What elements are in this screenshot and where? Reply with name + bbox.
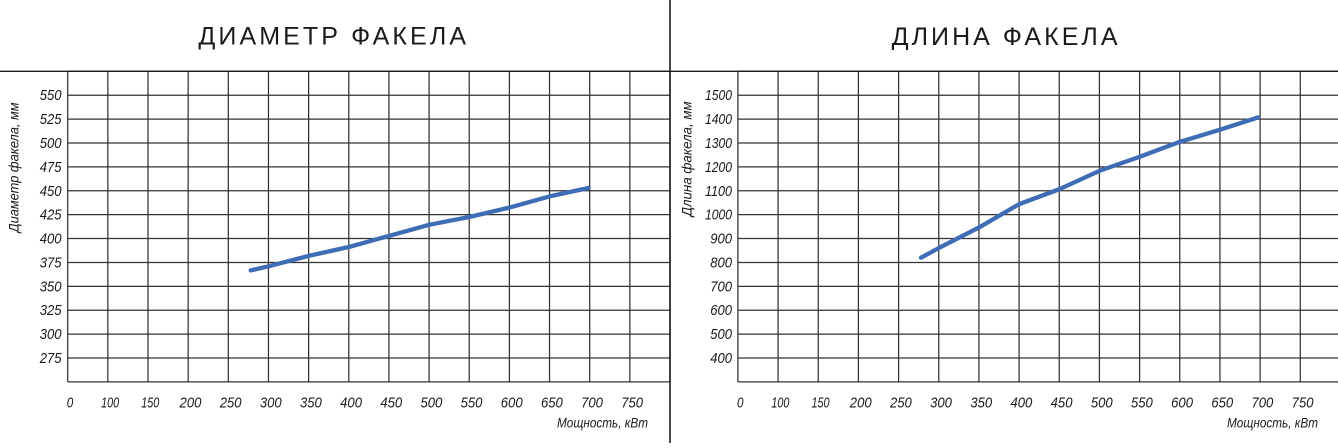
svg-text:1000: 1000 — [705, 207, 733, 224]
svg-text:Диаметр факела, мм: Диаметр факела, мм — [7, 102, 22, 234]
svg-text:500: 500 — [40, 135, 62, 152]
svg-text:150: 150 — [812, 395, 830, 412]
svg-text:400: 400 — [710, 350, 732, 367]
svg-text:150: 150 — [141, 395, 159, 412]
svg-text:375: 375 — [40, 254, 62, 271]
svg-text:500: 500 — [710, 326, 732, 343]
svg-text:800: 800 — [710, 254, 732, 271]
svg-text:Мощность, кВт: Мощность, кВт — [557, 415, 648, 431]
svg-text:450: 450 — [40, 183, 62, 200]
svg-text:700: 700 — [710, 278, 732, 295]
svg-text:525: 525 — [40, 111, 62, 128]
svg-text:300: 300 — [930, 395, 952, 412]
svg-text:900: 900 — [710, 231, 732, 248]
svg-text:400: 400 — [340, 395, 362, 412]
svg-text:400: 400 — [40, 231, 62, 248]
svg-text:700: 700 — [581, 395, 603, 412]
svg-text:Длина факела, мм: Длина факела, мм — [680, 101, 695, 218]
svg-text:500: 500 — [420, 395, 442, 412]
svg-text:325: 325 — [40, 302, 62, 319]
svg-text:0: 0 — [737, 395, 744, 412]
svg-text:475: 475 — [40, 159, 62, 176]
svg-text:700: 700 — [1252, 395, 1274, 412]
svg-text:100: 100 — [771, 395, 789, 412]
svg-text:550: 550 — [40, 87, 62, 104]
svg-text:250: 250 — [219, 395, 242, 412]
svg-text:1300: 1300 — [705, 135, 733, 152]
svg-text:650: 650 — [541, 395, 563, 412]
svg-text:450: 450 — [1051, 395, 1073, 412]
svg-text:600: 600 — [710, 302, 732, 319]
svg-text:Мощность, кВт: Мощность, кВт — [1227, 415, 1318, 431]
svg-text:1500: 1500 — [705, 87, 733, 104]
svg-text:200: 200 — [179, 395, 202, 412]
svg-text:ДИАМЕТР ФАКЕЛА: ДИАМЕТР ФАКЕЛА — [198, 23, 466, 51]
svg-text:100: 100 — [101, 395, 119, 412]
svg-text:550: 550 — [1131, 395, 1153, 412]
svg-text:1200: 1200 — [705, 159, 733, 176]
svg-text:300: 300 — [260, 395, 282, 412]
svg-text:750: 750 — [1292, 395, 1314, 412]
svg-text:600: 600 — [1171, 395, 1193, 412]
svg-text:350: 350 — [300, 395, 322, 412]
svg-text:750: 750 — [621, 395, 643, 412]
svg-text:650: 650 — [1211, 395, 1233, 412]
svg-text:350: 350 — [40, 278, 62, 295]
svg-text:1100: 1100 — [705, 183, 733, 200]
svg-text:1400: 1400 — [705, 111, 733, 128]
svg-text:350: 350 — [970, 395, 992, 412]
svg-text:550: 550 — [461, 395, 483, 412]
svg-text:250: 250 — [889, 395, 912, 412]
svg-text:600: 600 — [501, 395, 523, 412]
svg-text:500: 500 — [1091, 395, 1113, 412]
svg-text:400: 400 — [1010, 395, 1032, 412]
svg-text:0: 0 — [67, 395, 74, 412]
svg-text:275: 275 — [39, 350, 62, 367]
svg-text:450: 450 — [380, 395, 402, 412]
svg-text:300: 300 — [40, 326, 62, 343]
svg-text:ДЛИНА ФАКЕЛА: ДЛИНА ФАКЕЛА — [892, 23, 1118, 51]
svg-text:200: 200 — [849, 395, 872, 412]
svg-text:425: 425 — [40, 207, 62, 224]
